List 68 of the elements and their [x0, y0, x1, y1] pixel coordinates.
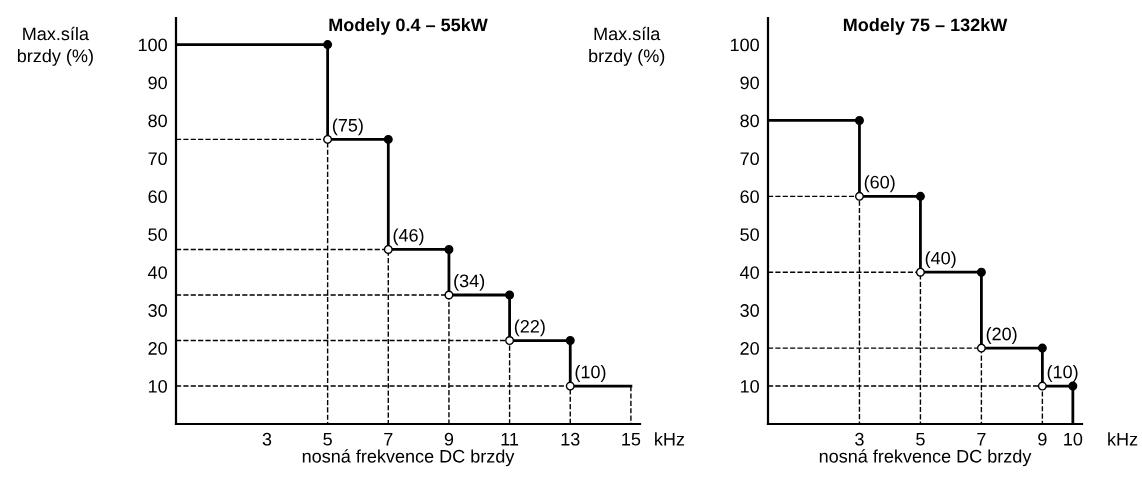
y-tick-label: 80: [148, 114, 167, 128]
y-tick-label: 90: [740, 76, 759, 90]
x-axis-title: nosná frekvence DC brzdy: [302, 449, 515, 467]
point: [505, 336, 515, 346]
y-tick-label: 40: [740, 266, 759, 279]
point: [915, 191, 925, 201]
y-tick-label: 70: [740, 152, 759, 166]
y-tick-label: 40: [148, 266, 167, 279]
annotation: (75): [332, 118, 363, 136]
point: [444, 290, 454, 300]
annotation: (10): [1047, 365, 1078, 382]
point: [1068, 381, 1078, 391]
annotation: (20): [986, 327, 1017, 344]
point: [444, 244, 454, 254]
y-tick-label: 20: [148, 342, 167, 355]
y-axis-title: Max.síla brzdy (%): [17, 26, 93, 66]
point: [383, 244, 393, 254]
text: kHz: [1108, 432, 1138, 446]
annotation: (60): [864, 175, 895, 193]
y-tick-label: 50: [740, 228, 759, 241]
annotation: (46): [393, 228, 424, 246]
annotation: (34): [454, 273, 485, 291]
x-tick-label: 15: [622, 433, 641, 446]
annotation: (22): [514, 319, 545, 337]
y-tick-label: 80: [740, 114, 759, 128]
x-tick-label: 7: [977, 433, 986, 446]
y-tick-label: 50: [148, 228, 167, 241]
y-tick-label: 100: [138, 38, 167, 52]
x-tick-label: 7: [384, 433, 393, 446]
x-tick-label: 9: [444, 432, 454, 446]
annotation: (40): [925, 251, 956, 269]
point: [323, 40, 333, 50]
point: [505, 290, 515, 300]
point: [976, 267, 986, 277]
x-tick-label: 13: [561, 432, 580, 446]
x-tick-label: 9: [1038, 432, 1047, 446]
y-tick-label: 10: [148, 379, 167, 393]
y-tick-label: 30: [740, 304, 759, 317]
point: [565, 381, 575, 391]
point: [1037, 343, 1047, 353]
text: kHz: [655, 432, 685, 446]
x-tick-label: 10: [1064, 432, 1083, 446]
x-tick-label: 5: [323, 433, 332, 446]
point: [915, 267, 925, 277]
point: [323, 134, 333, 144]
y-tick-label: 20: [740, 342, 759, 355]
point: [854, 191, 864, 201]
y-tick-label: 100: [730, 38, 759, 52]
point: [383, 134, 393, 144]
point: [565, 336, 575, 346]
y-tick-label: 60: [148, 190, 167, 204]
x-tick-label: 5: [916, 433, 925, 446]
x-tick-label: 11: [501, 433, 519, 446]
x-tick-label: 3: [262, 432, 272, 446]
y-tick-label: 60: [740, 190, 759, 204]
y-tick-label: 70: [148, 152, 167, 166]
point: [1037, 381, 1047, 391]
y-axis-title: Max.síla brzdy (%): [589, 26, 665, 66]
y-tick-label: 10: [740, 379, 759, 393]
chart-title: Modely 0.4 – 55kW: [329, 18, 488, 35]
y-tick-label: 30: [148, 304, 167, 317]
annotation: (10): [575, 365, 606, 382]
point: [854, 115, 864, 125]
point: [976, 343, 986, 353]
x-tick-label: 3: [855, 432, 864, 446]
chart-title: Modely 75 – 132kW: [843, 18, 1008, 35]
y-tick-label: 90: [148, 76, 167, 90]
x-axis-title: nosná frekvence DC brzdy: [819, 449, 1032, 467]
